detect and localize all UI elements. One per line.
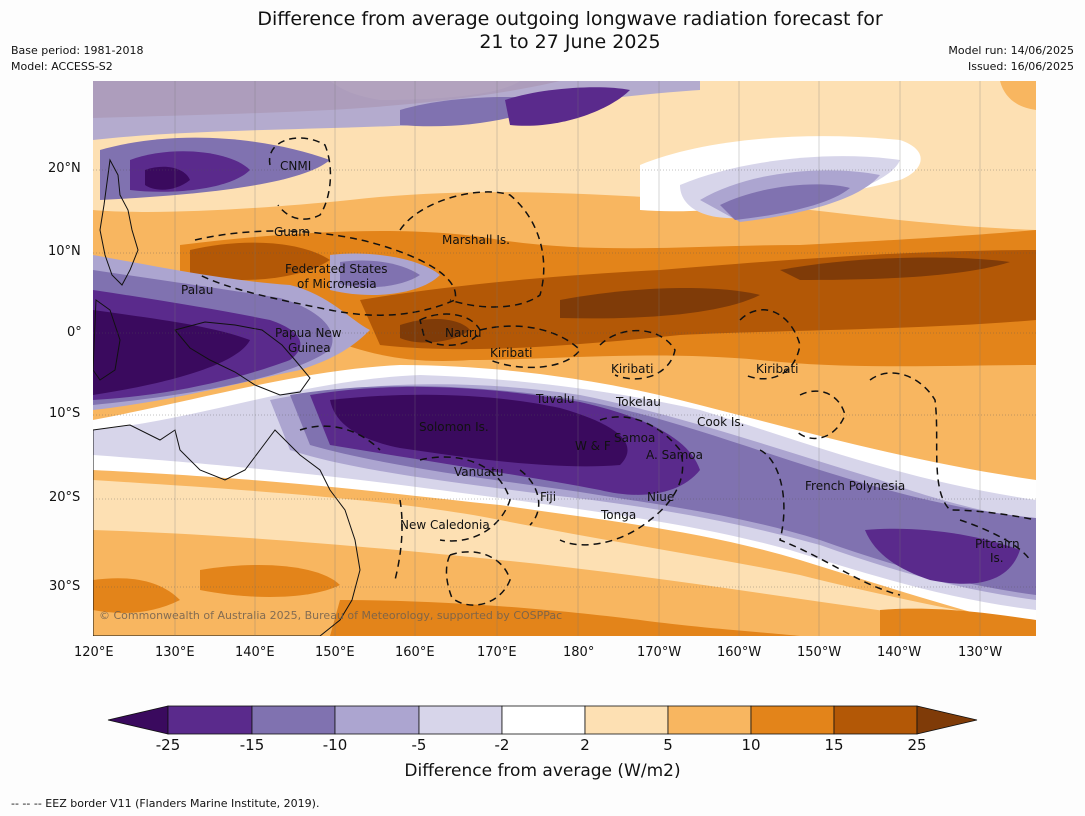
place-label-png-line1: Papua New xyxy=(275,326,342,340)
colorbar-tick: 2 xyxy=(580,736,590,754)
colorbar-tick: -15 xyxy=(239,736,265,754)
colorbar-tick: -5 xyxy=(411,736,427,754)
place-label-wallis-futuna: W & F xyxy=(575,439,611,453)
map-title-line2: 21 to 27 June 2025 xyxy=(479,31,661,53)
lon-tick: 160°E xyxy=(395,645,435,660)
place-label-fiji: Fiji xyxy=(540,490,556,504)
lon-tick: 140°W xyxy=(877,645,922,660)
place-label-palau: Palau xyxy=(181,283,213,297)
place-label-samoa: Samoa xyxy=(614,431,655,445)
colorbar-tick: 25 xyxy=(907,736,927,754)
place-label-guam: Guam xyxy=(274,225,310,239)
map-title-line1: Difference from average outgoing longwav… xyxy=(257,8,883,30)
place-label-kiribati-east: Kiribati xyxy=(756,362,798,376)
lon-tick: 170°E xyxy=(477,645,517,660)
colorbar xyxy=(107,705,978,735)
colorbar-bin xyxy=(584,705,669,735)
lon-tick: 130°W xyxy=(958,645,1003,660)
colorbar-tick: 15 xyxy=(824,736,844,754)
colorbar-bin xyxy=(418,705,503,735)
place-label-pitcairn-line1: Pitcairn xyxy=(975,537,1020,551)
colorbar-extend-high xyxy=(916,705,978,735)
place-label-tuvalu: Tuvalu xyxy=(535,392,575,406)
place-label-nauru: Nauru xyxy=(445,326,481,340)
place-label-new-caledonia: New Caledonia xyxy=(400,518,490,532)
copyright-notice: © Commonwealth of Australia 2025, Bureau… xyxy=(99,609,563,622)
lat-tick: 20°N xyxy=(48,161,81,176)
colorbar-bin xyxy=(251,705,336,735)
lon-tick: 160°W xyxy=(717,645,762,660)
colorbar-bin xyxy=(750,705,835,735)
colorbar-tick: -10 xyxy=(322,736,348,754)
colorbar-bin xyxy=(501,705,586,735)
lat-tick: 0° xyxy=(67,325,82,340)
colorbar-extend-low xyxy=(107,705,169,735)
place-label-french-polynesia: French Polynesia xyxy=(805,479,905,493)
place-label-cook-islands: Cook Is. xyxy=(697,415,744,429)
place-label-pitcairn-line2: Is. xyxy=(990,551,1004,565)
lon-tick: 150°E xyxy=(315,645,355,660)
colorbar-tick: 10 xyxy=(741,736,761,754)
place-label-tokelau: Tokelau xyxy=(615,395,661,409)
lon-tick: 170°W xyxy=(637,645,682,660)
colorbar-tick: -2 xyxy=(494,736,510,754)
lon-tick: 120°E xyxy=(74,645,114,660)
place-label-png-line2: Guinea xyxy=(288,341,331,355)
model-run: Model run: 14/06/2025 xyxy=(948,44,1074,57)
model-name: Model: ACCESS-S2 xyxy=(11,60,113,73)
eez-footnote: -- -- -- EEZ border V11 (Flanders Marine… xyxy=(11,797,320,810)
lon-tick: 140°E xyxy=(235,645,275,660)
lat-tick: 10°N xyxy=(48,244,81,259)
lat-tick: 10°S xyxy=(49,406,81,421)
colorbar-label: Difference from average (W/m2) xyxy=(404,761,681,781)
place-label-tonga: Tonga xyxy=(600,508,636,522)
place-label-vanuatu: Vanuatu xyxy=(454,465,504,479)
colorbar-tick: -25 xyxy=(155,736,181,754)
place-label-micronesia-line2: of Micronesia xyxy=(297,277,377,291)
colorbar-bin xyxy=(167,705,253,735)
lon-tick: 150°W xyxy=(797,645,842,660)
place-label-marshall-islands: Marshall Is. xyxy=(442,233,510,247)
place-label-kiribati-central: Kiribati xyxy=(611,362,653,376)
place-label-cnmi: CNMI xyxy=(280,159,311,173)
place-label-micronesia-line1: Federated States xyxy=(285,262,387,276)
colorbar-bin xyxy=(334,705,420,735)
lat-tick: 20°S xyxy=(49,490,81,505)
lat-tick: 30°S xyxy=(49,579,81,594)
base-period: Base period: 1981-2018 xyxy=(11,44,144,57)
colorbar-tick: 5 xyxy=(663,736,673,754)
issued-date: Issued: 16/06/2025 xyxy=(967,60,1074,73)
colorbar-bin xyxy=(833,705,918,735)
place-label-solomon-islands: Solomon Is. xyxy=(419,420,489,434)
lon-tick: 130°E xyxy=(155,645,195,660)
place-label-american-samoa: A. Samoa xyxy=(646,448,703,462)
place-label-niue: Niue xyxy=(647,490,674,504)
lon-tick: 180° xyxy=(563,645,595,660)
place-label-kiribati-west: Kiribati xyxy=(490,346,532,360)
colorbar-bin xyxy=(667,705,752,735)
